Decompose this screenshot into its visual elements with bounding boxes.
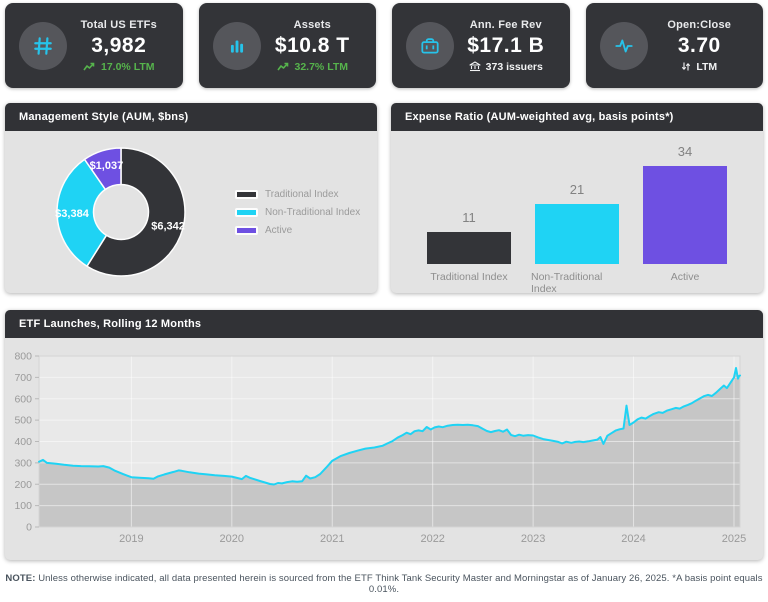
panel-title-expense-ratio: Expense Ratio (AUM-weighted avg, basis p… (391, 103, 763, 131)
kpi-sub: LTM (681, 61, 717, 73)
kpi-card-assets: Assets $10.8 T 32.7% LTM (198, 3, 376, 88)
pulse-icon (599, 21, 648, 70)
kpi-card-open-close: Open:Close 3.70 LTM (585, 3, 763, 88)
kpi-sub: 32.7% LTM (276, 60, 348, 73)
svg-text:100: 100 (14, 500, 32, 512)
legend-label: Traditional Index (265, 188, 339, 200)
footer-note-text: Unless otherwise indicated, all data pre… (35, 573, 763, 595)
kpi-value: $17.1 B (467, 33, 545, 57)
kpi-card-fee-rev: Ann. Fee Rev $17.1 B 373 issuers (392, 3, 570, 88)
svg-text:700: 700 (14, 372, 32, 384)
bar-active: 34 Active (639, 144, 731, 285)
svg-text:200: 200 (14, 479, 32, 491)
legend-swatch (235, 207, 258, 217)
bar-category-label: Non-Traditional Index (531, 271, 603, 293)
briefcase-icon (406, 21, 454, 70)
kpi-sub-text: 32.7% LTM (294, 60, 348, 73)
etf-launches-chart: 0 100 200 300 400 500 600 700 800 2019 2020 2021 202… (5, 338, 763, 560)
bar-value-label: 11 (462, 210, 476, 225)
kpi-sub-text: 17.0% LTM (101, 60, 155, 73)
kpi-value: $10.8 T (274, 33, 350, 57)
column-chart-icon (212, 21, 261, 70)
legend-label: Active (265, 224, 293, 236)
legend-item-active: Active (235, 225, 360, 236)
svg-text:400: 400 (14, 436, 32, 448)
donut-legend: Traditional Index Non-Traditional Index … (235, 189, 360, 236)
kpi-title: Ann. Fee Rev (469, 18, 542, 31)
legend-item-non-traditional: Non-Traditional Index (235, 207, 360, 218)
svg-text:$1,037: $1,037 (90, 160, 124, 172)
svg-text:2019: 2019 (119, 533, 143, 545)
footer-note: NOTE: Unless otherwise indicated, all da… (5, 573, 763, 595)
kpi-value: 3,982 (91, 33, 147, 57)
svg-text:0: 0 (26, 522, 32, 534)
bar-value-label: 34 (677, 144, 693, 159)
svg-text:$3,384: $3,384 (55, 208, 90, 220)
bar-category-label: Active (670, 271, 700, 283)
swap-arrows-icon (682, 62, 691, 71)
bar-value-label: 21 (569, 182, 585, 197)
svg-text:500: 500 (14, 415, 32, 427)
kpi-value: 3.70 (677, 33, 721, 57)
kpi-title: Total US ETFs (80, 18, 157, 31)
kpi-sub-text: 373 issuers (485, 60, 543, 73)
area-line-chart: 0 100 200 300 400 500 600 700 800 2019 2020 2021 202… (14, 351, 746, 546)
svg-text:$6,342: $6,342 (151, 221, 185, 233)
expense-ratio-chart: 11 Traditional Index 21 Non-Traditional … (391, 131, 763, 293)
legend-item-traditional: Traditional Index (235, 189, 360, 200)
panel-title-etf-launches: ETF Launches, Rolling 12 Months (5, 310, 763, 338)
svg-text:2025: 2025 (722, 533, 746, 545)
svg-text:2020: 2020 (220, 533, 244, 545)
kpi-sub: 373 issuers (469, 61, 543, 73)
legend-swatch (235, 189, 258, 199)
svg-text:2024: 2024 (621, 533, 645, 545)
footer-note-label: NOTE: (5, 573, 36, 584)
legend-swatch (235, 225, 258, 235)
bar-non-traditional: 21 Non-Traditional Index (531, 182, 623, 293)
svg-text:300: 300 (14, 457, 32, 469)
kpi-sub: 17.0% LTM (83, 61, 154, 73)
donut-chart: $6,342 $3,384 $1,037 (55, 147, 186, 277)
trend-up-icon (276, 62, 288, 70)
legend-label: Non-Traditional Index (265, 206, 361, 218)
management-style-chart: $6,342 $3,384 $1,037 Traditional Index Non… (5, 131, 377, 293)
bar (535, 204, 619, 264)
management-style-panel: Management Style (AUM, $bns) $6,342 $3,38… (5, 103, 377, 293)
svg-text:600: 600 (14, 393, 32, 405)
kpi-card-total-etfs: Total US ETFs 3,982 17.0% LTM (5, 3, 183, 88)
svg-text:800: 800 (14, 351, 32, 363)
kpi-row: Total US ETFs 3,982 17.0% LTM Assets $10… (5, 3, 763, 88)
middle-row: Management Style (AUM, $bns) $6,342 $3,38… (5, 103, 763, 293)
panel-title-management-style: Management Style (AUM, $bns) (5, 103, 377, 131)
bar (643, 166, 727, 264)
bank-icon (469, 61, 481, 72)
svg-text:2021: 2021 (320, 533, 344, 545)
trend-up-icon (83, 62, 95, 70)
kpi-title: Open:Close (667, 18, 732, 31)
hash-icon (19, 21, 67, 70)
bar (427, 232, 511, 264)
etf-launches-panel: ETF Launches, Rolling 12 Months 0 100 200 3… (5, 310, 763, 560)
svg-text:2022: 2022 (420, 533, 444, 545)
expense-ratio-panel: Expense Ratio (AUM-weighted avg, basis p… (391, 103, 763, 293)
kpi-sub-text: LTM (696, 60, 718, 73)
kpi-title: Assets (293, 18, 331, 31)
svg-text:2023: 2023 (521, 533, 545, 545)
bar-traditional: 11 Traditional Index (423, 210, 515, 285)
bar-category-label: Traditional Index (430, 271, 508, 283)
